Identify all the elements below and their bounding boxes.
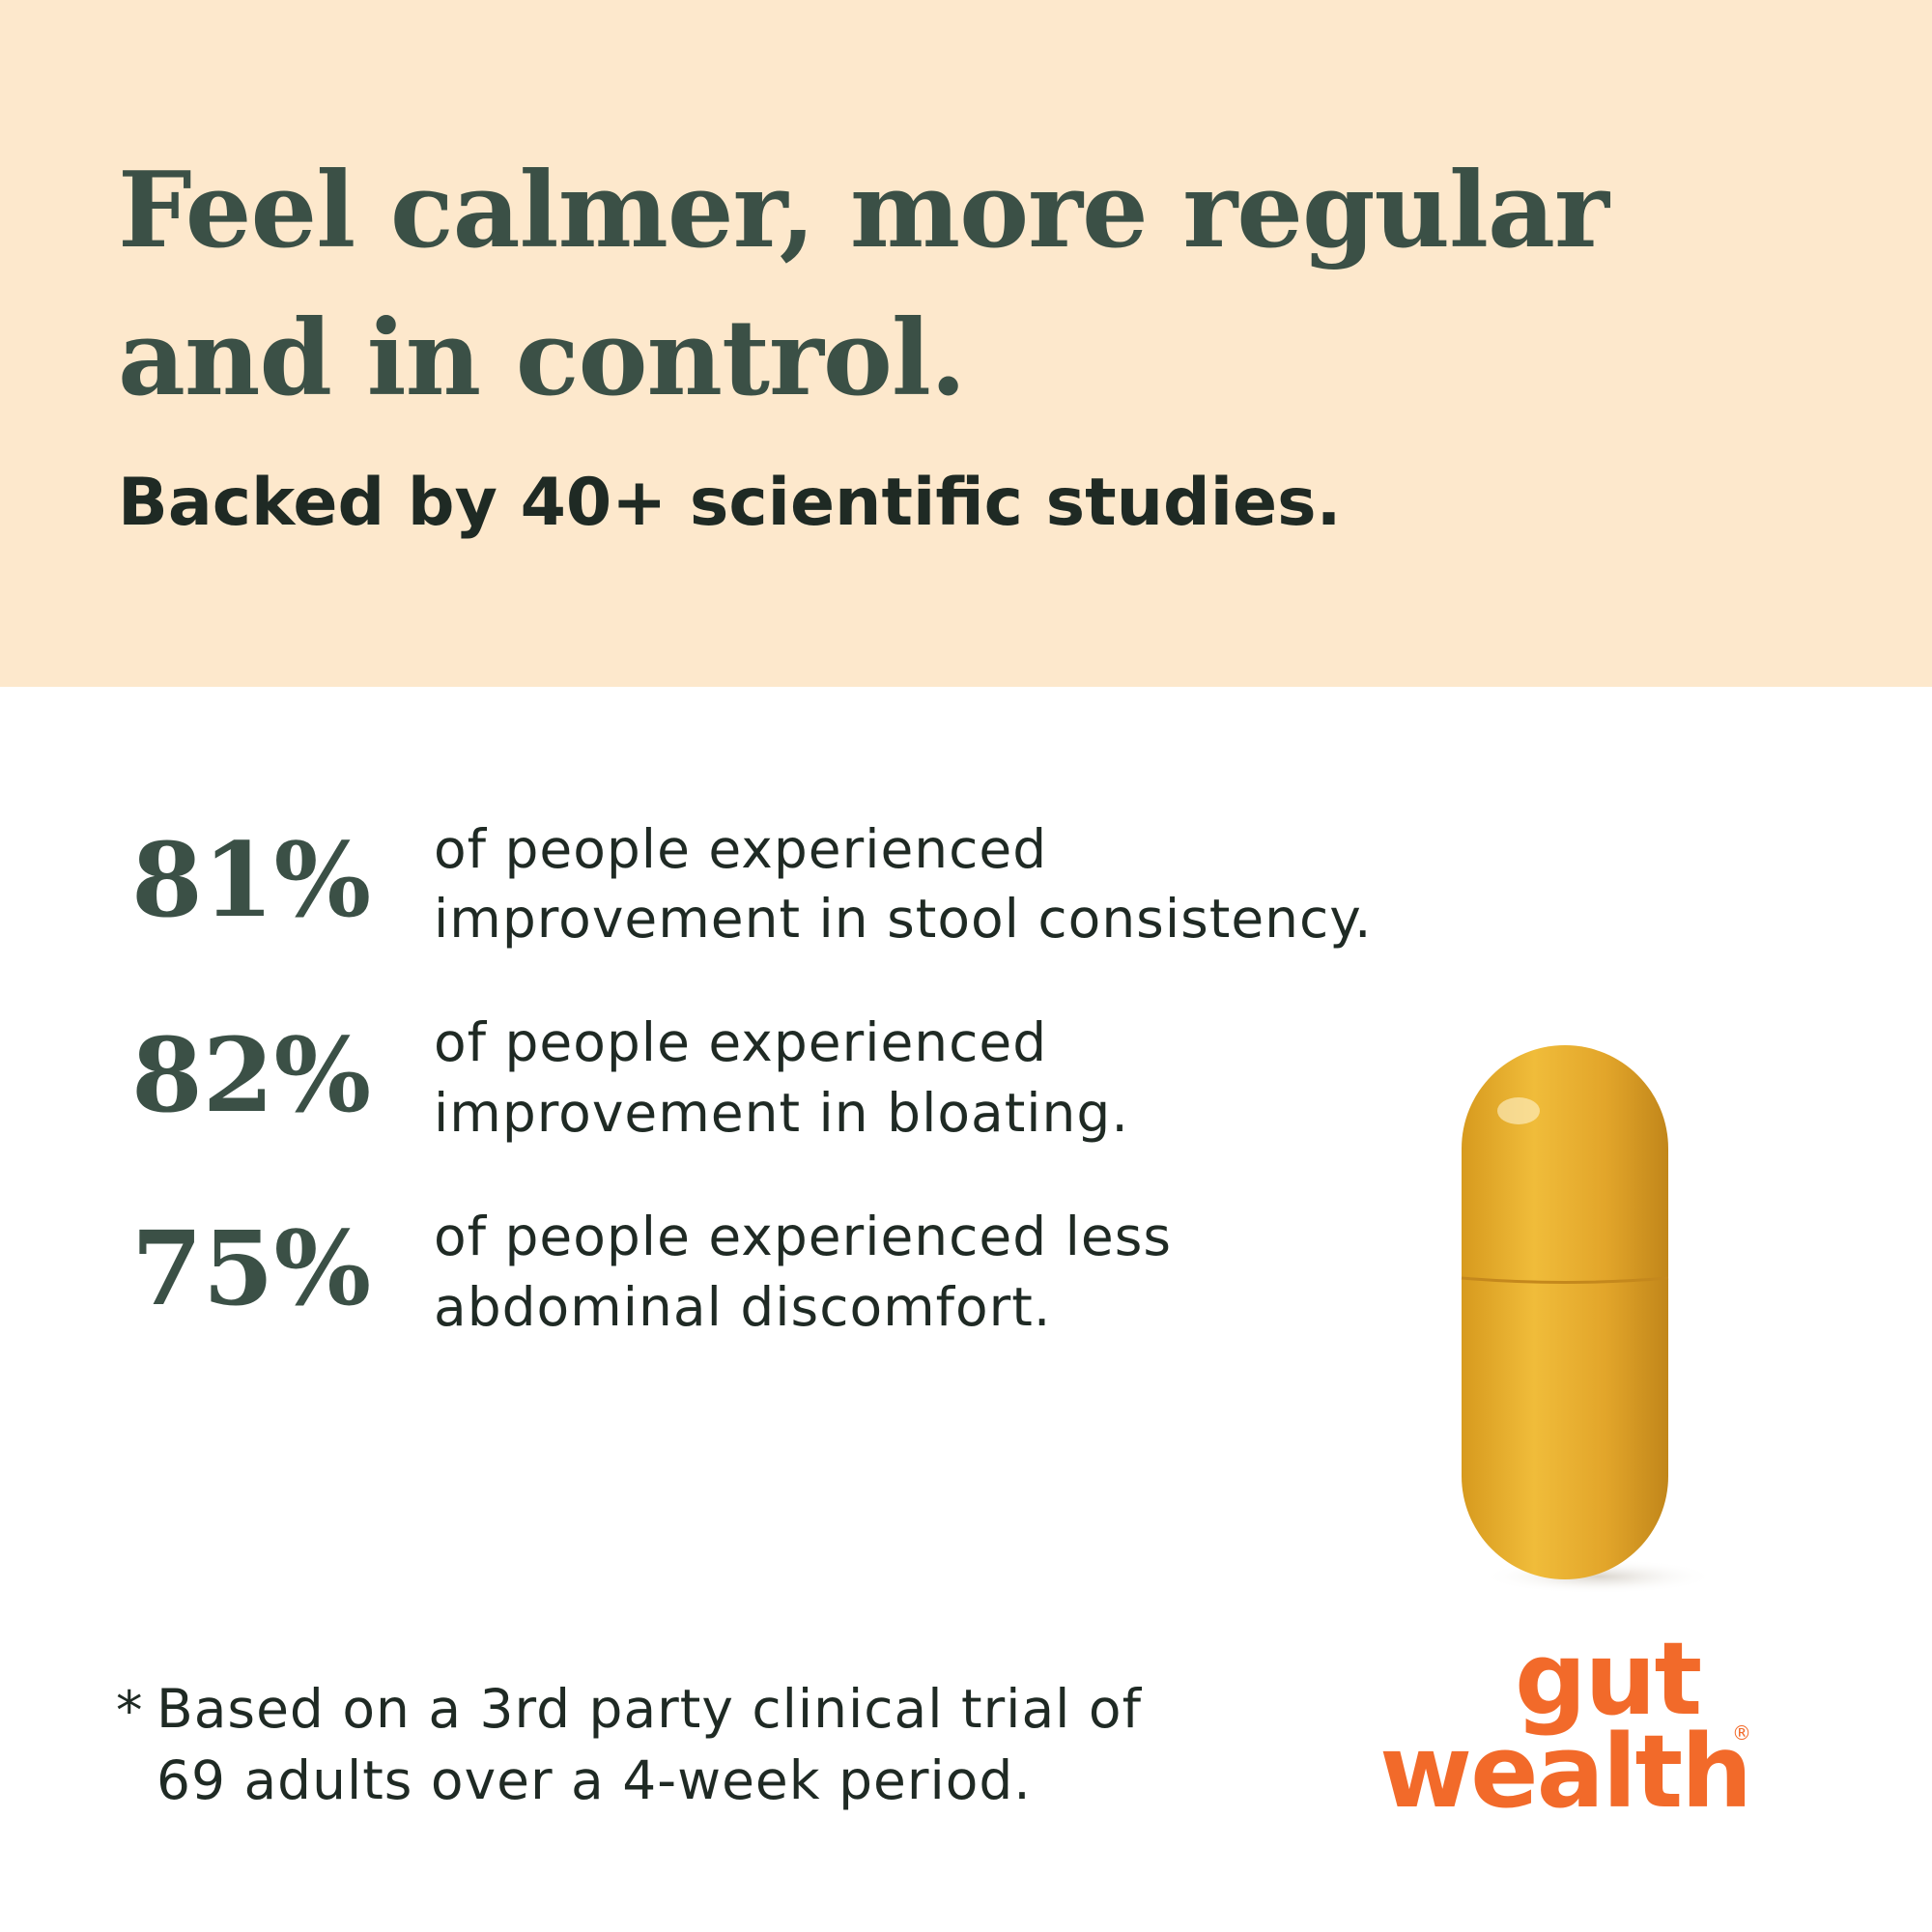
- stat-value: 81%: [131, 819, 372, 940]
- subtitle: Backed by 40+ scientific studies.: [118, 465, 1342, 541]
- capsule-seam: [1461, 1276, 1669, 1284]
- footnote-line: 69 adults over a 4-week period.: [156, 1749, 1032, 1811]
- title-line: and in control.: [118, 298, 967, 419]
- title-line: Feel calmer, more regular: [118, 150, 1609, 271]
- stat-text: of people experienced: [434, 1011, 1048, 1073]
- header-band: [0, 0, 1932, 687]
- capsule-body: [1462, 1045, 1668, 1579]
- stat-text: of people experienced less: [434, 1206, 1173, 1267]
- capsule-highlight: [1497, 1097, 1540, 1124]
- footnote-marker: *: [116, 1680, 144, 1742]
- capsule: [1461, 1045, 1715, 1594]
- footnote-line: Based on a 3rd party clinical trial of: [156, 1678, 1142, 1740]
- stat-text: abdominal discomfort.: [434, 1276, 1052, 1338]
- logo-line: gut: [1515, 1620, 1702, 1738]
- stat-value: 75%: [131, 1208, 372, 1328]
- logo-line: wealth: [1379, 1713, 1752, 1831]
- stat-text: improvement in stool consistency.: [434, 888, 1373, 950]
- stat-value: 82%: [131, 1014, 372, 1135]
- stat-text: of people experienced: [434, 818, 1048, 880]
- logo-registered: ®: [1732, 1721, 1751, 1745]
- stat-text: improvement in bloating.: [434, 1082, 1129, 1144]
